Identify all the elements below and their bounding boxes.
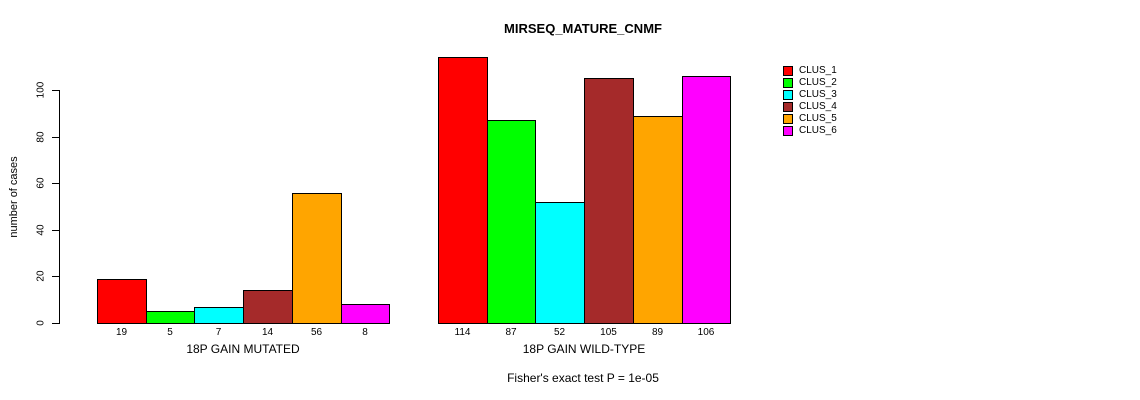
bar-clus_4-group2 xyxy=(584,78,634,324)
legend-label: CLUS_2 xyxy=(799,77,837,88)
legend-label: CLUS_4 xyxy=(799,101,837,112)
bar-value-label: 14 xyxy=(261,327,274,338)
y-axis-tick xyxy=(52,137,59,138)
legend-item-clus_4: CLUS_4 xyxy=(783,101,837,113)
bar-clus_6-group2 xyxy=(682,76,731,324)
bar-value-label: 114 xyxy=(454,327,471,338)
bar-clus_5-group1 xyxy=(292,193,342,324)
chart-title: MIRSEQ_MATURE_CNMF xyxy=(504,21,662,36)
fisher-test-annotation: Fisher's exact test P = 1e-05 xyxy=(507,371,659,385)
bar-clus_6-group1 xyxy=(341,304,390,324)
legend-item-clus_5: CLUS_5 xyxy=(783,113,837,125)
y-axis-label: number of cases xyxy=(8,156,20,238)
bar-clus_2-group1 xyxy=(146,311,195,324)
y-axis-tick-label: 40 xyxy=(35,224,47,236)
x-group-label-mutated: 18P GAIN MUTATED xyxy=(186,342,300,356)
y-axis-tick-label: 100 xyxy=(35,81,47,99)
bar-value-label: 7 xyxy=(215,327,222,338)
bar-value-label: 52 xyxy=(553,327,566,338)
bar-value-label: 106 xyxy=(697,327,715,338)
y-axis-tick xyxy=(52,183,59,184)
legend-label: CLUS_6 xyxy=(799,125,837,136)
legend-color-swatch xyxy=(783,126,793,136)
legend-color-swatch xyxy=(783,90,793,100)
bar-clus_3-group2 xyxy=(535,202,585,324)
legend-color-swatch xyxy=(783,78,793,88)
legend-color-swatch xyxy=(783,66,793,76)
y-axis-tick xyxy=(52,276,59,277)
legend-label: CLUS_1 xyxy=(799,65,837,76)
legend-item-clus_3: CLUS_3 xyxy=(783,89,837,101)
bar-clus_2-group2 xyxy=(487,120,536,324)
bar-value-label: 19 xyxy=(115,327,128,338)
legend-item-clus_2: CLUS_2 xyxy=(783,77,837,89)
y-axis-tick-label: 60 xyxy=(35,177,47,189)
legend-label: CLUS_5 xyxy=(799,113,837,124)
y-axis-tick xyxy=(52,90,59,91)
legend-label: CLUS_3 xyxy=(799,89,837,100)
legend-color-swatch xyxy=(783,102,793,112)
y-axis-tick-label: 20 xyxy=(35,270,47,282)
bar-value-label: 8 xyxy=(362,327,368,338)
bar-value-label: 5 xyxy=(167,327,173,338)
bar-value-label: 89 xyxy=(651,327,664,338)
bar-value-label: 56 xyxy=(310,327,323,338)
x-group-label-wildtype: 18P GAIN WILD-TYPE xyxy=(522,342,646,356)
y-axis-tick xyxy=(52,230,59,231)
y-axis-tick xyxy=(52,323,59,324)
bar-value-label: 87 xyxy=(505,327,517,338)
y-axis-tick-label: 0 xyxy=(35,320,47,326)
bar-clus_5-group2 xyxy=(633,116,683,324)
y-axis-tick-label: 80 xyxy=(35,131,47,143)
bar-clus_1-group2 xyxy=(438,57,488,324)
bar-clus_1-group1 xyxy=(97,279,147,324)
bar-value-label: 105 xyxy=(600,327,617,338)
legend-item-clus_6: CLUS_6 xyxy=(783,125,837,137)
legend-item-clus_1: CLUS_1 xyxy=(783,65,837,77)
y-axis-line xyxy=(59,90,60,324)
legend-color-swatch xyxy=(783,114,793,124)
bar-clus_3-group1 xyxy=(194,307,244,324)
bar-clus_4-group1 xyxy=(243,290,293,324)
